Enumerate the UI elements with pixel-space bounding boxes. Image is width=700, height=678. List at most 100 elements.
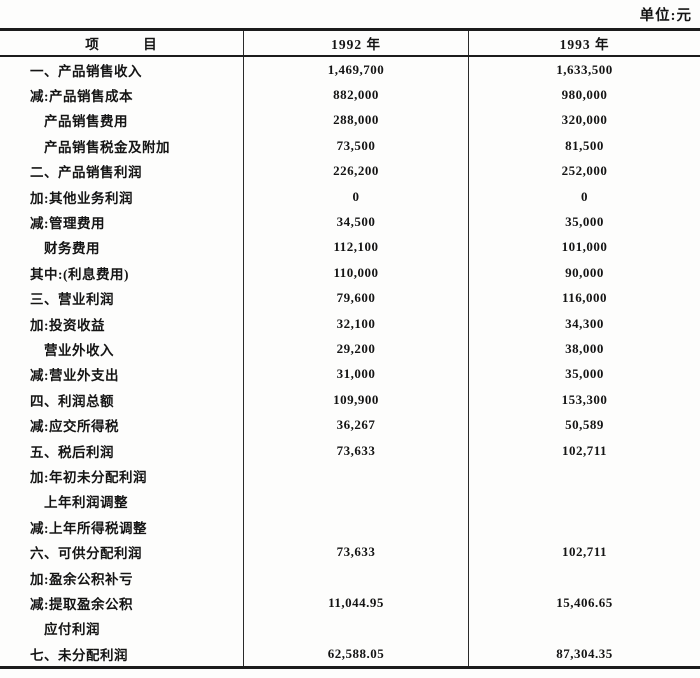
table-row: 减:提取盈余公积 11,044.95 15,406.65 — [0, 590, 700, 616]
row-label-cell: 减:提取盈余公积 — [0, 590, 243, 615]
row-value-1992: 109,900 — [333, 391, 379, 407]
row-value-1992-cell: 32,100 — [243, 310, 468, 337]
row-label: 加:年初未分配利润 — [30, 469, 147, 485]
row-value-1992: 73,633 — [336, 544, 376, 560]
row-label-cell: 其中:(利息费用) — [0, 260, 243, 285]
row-value-1992: 31,000 — [336, 366, 376, 382]
row-value-1993-cell: 50,589 — [468, 412, 700, 438]
row-value-1992: 29,200 — [336, 340, 376, 356]
row-value-1993-cell: 15,406.65 — [468, 590, 700, 616]
table-row: 三、营业利润 79,600 116,000 — [0, 285, 700, 311]
table-header-row: 项 目 1992 年 1993 年 — [0, 31, 700, 57]
row-value-1993-cell: 102,711 — [468, 437, 700, 464]
row-value-1992-cell: 73,633 — [243, 539, 468, 565]
row-label: 七、未分配利润 — [30, 647, 128, 663]
table-row: 产品销售税金及附加 73,500 81,500 — [0, 133, 700, 159]
row-value-1992: 226,200 — [333, 163, 379, 179]
row-label: 二、产品销售利润 — [30, 165, 142, 181]
row-label-cell: 减:应交所得税 — [0, 412, 243, 437]
row-value-1993: 1,633,500 — [556, 61, 613, 77]
row-value-1992-cell: 288,000 — [243, 107, 468, 134]
row-label: 加:投资收益 — [30, 317, 105, 333]
row-value-1993-cell: 90,000 — [468, 260, 700, 286]
row-label-cell: 五、税后利润 — [0, 438, 243, 463]
row-value-1993: 90,000 — [565, 264, 604, 280]
row-value-1992: 73,633 — [336, 442, 376, 458]
row-label: 减:提取盈余公积 — [30, 596, 133, 612]
row-value-1993-cell: 252,000 — [468, 158, 700, 184]
row-value-1993-cell: 81,500 — [468, 133, 700, 159]
row-value-1993-cell: 980,000 — [468, 82, 700, 108]
row-label: 减:上年所得税调整 — [30, 520, 147, 536]
row-value-1992-cell: 109,900 — [243, 387, 468, 413]
row-label: 财务费用 — [44, 241, 100, 257]
table-row: 减:上年所得税调整 — [0, 514, 700, 540]
row-value-1992-cell: 112,100 — [243, 234, 468, 261]
row-value-1993-cell: 35,000 — [468, 209, 700, 235]
row-label: 减:营业外支出 — [30, 368, 119, 384]
row-value-1993: 153,300 — [561, 391, 608, 407]
table-row: 减:产品销售成本 882,000 980,000 — [0, 82, 700, 108]
row-value-1993: 0 — [581, 188, 588, 204]
row-value-1993: 35,000 — [565, 214, 604, 230]
unit-label: 单位:元 — [639, 8, 692, 24]
table-row: 加:盈余公积补亏 — [0, 564, 700, 591]
row-label-cell: 七、未分配利润 — [0, 641, 243, 666]
row-value-1992-cell: 882,000 — [243, 82, 468, 108]
row-value-1992-cell — [243, 615, 468, 641]
row-value-1992: 62,588.05 — [327, 645, 385, 661]
row-label-cell: 一、产品销售收入 — [0, 57, 243, 82]
row-label: 减:管理费用 — [30, 216, 105, 232]
row-value-1993: 320,000 — [561, 112, 608, 128]
row-value-1992-cell: 34,500 — [243, 209, 468, 235]
row-value-1992-cell — [243, 463, 468, 489]
row-value-1992-cell: 31,000 — [243, 361, 468, 388]
income-statement-table: 项 目 1992 年 1993 年 一、产品销售收入 1,469,700 1,6… — [0, 28, 700, 670]
table-body: 一、产品销售收入 1,469,700 1,633,500 减:产品销售成本 88… — [0, 57, 700, 667]
table-row: 应付利润 — [0, 615, 700, 641]
table-row: 产品销售费用 288,000 320,000 — [0, 107, 700, 134]
row-label: 三、营业利润 — [30, 292, 114, 308]
row-value-1993-cell: 320,000 — [468, 107, 700, 134]
row-value-1992: 882,000 — [333, 87, 379, 103]
row-label-cell: 减:管理费用 — [0, 209, 243, 234]
row-label-cell: 减:产品销售成本 — [0, 82, 243, 107]
row-label: 六、可供分配利润 — [30, 546, 142, 562]
table-row: 七、未分配利润 62,588.05 87,304.35 — [0, 640, 700, 667]
row-label-cell: 财务费用 — [0, 235, 243, 260]
row-value-1993-cell: 116,000 — [468, 285, 700, 311]
table-row: 一、产品销售收入 1,469,700 1,633,500 — [0, 57, 700, 83]
row-value-1993-cell: 1,633,500 — [468, 57, 700, 83]
row-label-cell: 减:上年所得税调整 — [0, 514, 243, 539]
table-row: 减:应交所得税 36,267 50,589 — [0, 412, 700, 438]
table-row: 减:管理费用 34,500 35,000 — [0, 209, 700, 235]
row-value-1993: 252,000 — [561, 163, 608, 179]
row-label: 产品销售费用 — [44, 114, 128, 130]
row-value-1993-cell — [468, 564, 700, 591]
row-value-1993: 38,000 — [565, 340, 604, 356]
row-label-cell: 四、利润总额 — [0, 387, 243, 412]
table-row: 加:年初未分配利润 — [0, 463, 700, 489]
row-value-1992-cell: 73,500 — [243, 133, 468, 159]
row-value-1992-cell: 29,200 — [243, 336, 468, 362]
row-value-1992-cell: 62,588.05 — [243, 640, 468, 667]
row-value-1992: 1,469,700 — [327, 61, 385, 77]
row-value-1992-cell — [243, 488, 468, 515]
row-value-1992: 32,100 — [336, 315, 376, 331]
row-value-1992-cell: 1,469,700 — [243, 57, 468, 83]
row-value-1993: 81,500 — [565, 137, 604, 153]
row-label-cell: 二、产品销售利润 — [0, 159, 243, 184]
row-value-1993-cell: 102,711 — [468, 539, 700, 565]
header-item-label: 项 目 — [85, 37, 158, 52]
row-value-1993: 102,711 — [561, 544, 608, 560]
row-value-1992: 0 — [352, 188, 360, 204]
row-value-1992-cell: 36,267 — [243, 412, 468, 438]
row-value-1992-cell: 110,000 — [243, 260, 468, 286]
row-label-cell: 三、营业利润 — [0, 286, 243, 311]
row-value-1993-cell: 38,000 — [468, 336, 700, 362]
row-value-1993-cell: 34,300 — [468, 310, 700, 337]
row-value-1993-cell: 35,000 — [468, 361, 700, 388]
row-label: 四、利润总额 — [30, 393, 114, 409]
row-label-cell: 六、可供分配利润 — [0, 539, 243, 564]
